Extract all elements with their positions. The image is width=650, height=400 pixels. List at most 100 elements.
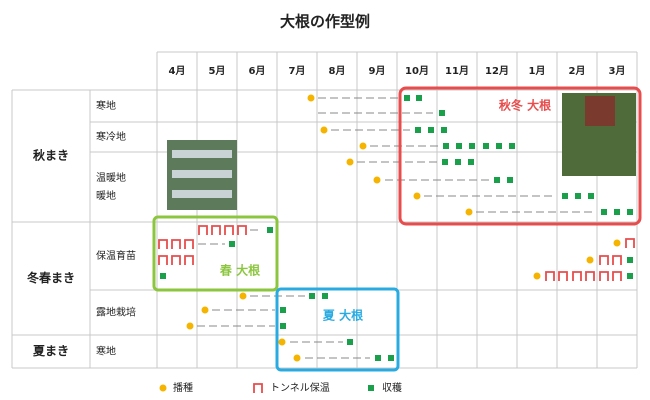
month-label: 10月 [405,65,429,77]
photo-detail [172,190,232,198]
sowing-dot [613,239,621,247]
harvest-square [614,209,620,215]
month-label: 7月 [289,65,306,77]
harvest-square [267,227,273,233]
annotation: 春 大根 [219,263,260,278]
annotation: 夏 大根 [323,308,363,323]
harvest-square [280,307,286,313]
harvest-square [439,110,445,116]
sowing-dot [239,292,247,300]
title: 大根の作型例 [280,13,370,31]
sowing-dot [586,256,594,264]
tunnel-mark [211,225,221,235]
sowing-dot [278,338,286,346]
harvest-square [322,293,328,299]
tunnel-mark [599,255,609,265]
harvest-square [347,339,353,345]
harvest-square [562,193,568,199]
tunnel-mark [625,238,635,248]
sowing-dot [346,158,354,166]
tunnel-mark [612,255,622,265]
row-label: 温暖地 [96,171,126,184]
tunnel-mark [158,239,168,249]
harvest-square [627,209,633,215]
harvest-square [494,177,500,183]
group-label: 冬春まき [27,270,75,285]
tunnel-mark [585,271,595,281]
sowing-dot [373,176,381,184]
legend-label: トンネル保温 [270,381,330,394]
tunnel-mark [599,271,609,281]
month-label: 1月 [529,65,546,77]
harvest-square [280,323,286,329]
month-label: 5月 [209,65,226,77]
photo-detail [172,170,232,178]
sowing-dot [533,272,541,280]
harvest-square [601,209,607,215]
tunnel-mark [198,225,208,235]
tunnel-mark [612,271,622,281]
sowing-dot [201,306,209,314]
harvest-square [483,143,489,149]
harvest-square [588,193,594,199]
legend-dot [159,384,167,392]
harvest-square [416,95,422,101]
month-label: 12月 [485,65,509,77]
harvest-square [507,177,513,183]
harvest-square [415,127,421,133]
month-label: 8月 [329,65,346,77]
row-label: 保温育苗 [96,249,136,262]
month-label: 3月 [609,65,626,77]
month-label: 9月 [369,65,386,77]
annotation: 秋冬 大根 [499,98,551,113]
harvest-square [160,273,166,279]
tunnel-mark [558,271,568,281]
row-label: 露地栽培 [96,306,136,319]
photo-detail [585,96,615,126]
sowing-dot [320,126,328,134]
month-label: 11月 [445,65,469,77]
harvest-square [404,95,410,101]
harvest-square [509,143,515,149]
legend: 播種 トンネル保温 収穫 [159,381,402,394]
group-label: 夏まき [33,344,69,358]
month-label: 2月 [569,65,586,77]
autumn-box [398,86,642,226]
photo-detail [172,150,232,158]
harvest-square [443,143,449,149]
sowing-dot [186,322,194,330]
group-label: 秋まき [33,148,69,163]
month-label: 6月 [249,65,266,77]
sowing-dot [413,192,421,200]
harvest-square [229,241,235,247]
row-label: 寒冷地 [96,130,126,143]
legend-square [368,385,374,391]
harvest-square [442,159,448,165]
harvest-square [375,355,381,361]
harvest-square [455,159,461,165]
harvest-square [456,143,462,149]
harvest-square [468,159,474,165]
tunnel-mark [158,255,168,265]
harvest-square [428,127,434,133]
row-label: 暖地 [96,189,116,202]
sowing-dot [307,94,315,102]
harvest-square [388,355,394,361]
harvest-square [575,193,581,199]
row-label: 寒地 [96,99,116,112]
legend-label: 播種 [173,381,193,394]
tunnel-mark [237,225,247,235]
legend-tunnel [253,383,263,393]
harvest-square [469,143,475,149]
tunnel-mark [171,239,181,249]
tunnel-mark [171,255,181,265]
harvest-square [627,273,633,279]
legend-label: 収穫 [382,382,402,394]
harvest-square [496,143,502,149]
sowing-dot [293,354,301,362]
harvest-square [627,257,633,263]
harvest-square [309,293,315,299]
tunnel-mark [184,255,194,265]
tunnel-mark [545,271,555,281]
